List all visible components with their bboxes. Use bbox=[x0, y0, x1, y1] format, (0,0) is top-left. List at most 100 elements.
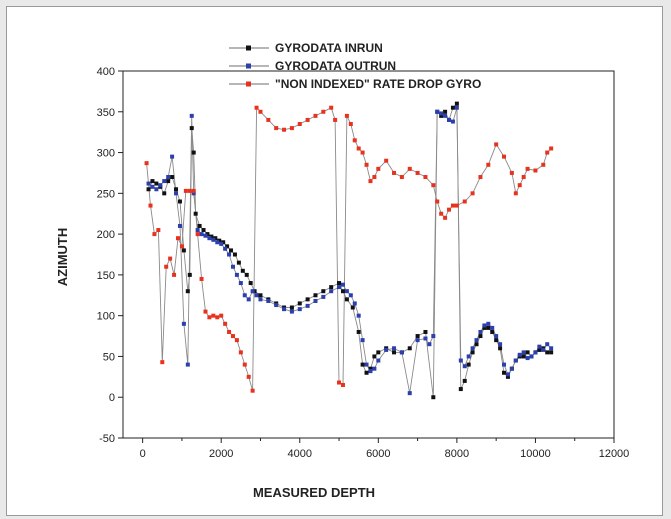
data-point bbox=[521, 175, 526, 180]
data-point bbox=[242, 362, 247, 367]
data-point bbox=[170, 175, 175, 180]
data-point bbox=[246, 297, 251, 302]
data-point bbox=[340, 282, 345, 287]
data-point bbox=[450, 105, 455, 110]
data-point bbox=[356, 313, 361, 318]
y-tick-label: 250 bbox=[97, 188, 115, 200]
data-point bbox=[458, 358, 463, 363]
data-point bbox=[340, 382, 345, 387]
y-axis-title: AZIMUTH bbox=[55, 228, 70, 287]
data-point bbox=[199, 276, 204, 281]
data-point bbox=[407, 166, 412, 171]
data-point bbox=[162, 191, 167, 196]
data-point bbox=[289, 305, 294, 310]
data-point bbox=[329, 289, 334, 294]
data-point bbox=[376, 350, 381, 355]
series-line-0 bbox=[148, 102, 552, 398]
data-point bbox=[439, 211, 444, 216]
data-point bbox=[490, 329, 495, 334]
data-point bbox=[329, 105, 334, 110]
data-point bbox=[250, 289, 255, 294]
data-point bbox=[462, 378, 467, 383]
data-point bbox=[549, 350, 554, 355]
data-point bbox=[447, 117, 452, 122]
data-point bbox=[162, 179, 167, 184]
data-point bbox=[289, 126, 294, 131]
data-point bbox=[148, 203, 153, 208]
data-point bbox=[384, 158, 389, 163]
data-point bbox=[486, 162, 491, 167]
legend-label: "NON INDEXED" RATE DROP GYRO bbox=[275, 77, 481, 91]
data-point bbox=[238, 350, 243, 355]
data-point bbox=[423, 175, 428, 180]
data-point bbox=[179, 244, 184, 249]
data-point bbox=[360, 362, 365, 367]
data-point bbox=[372, 366, 377, 371]
data-point bbox=[372, 354, 377, 359]
x-axis-title: MEASURED DEPTH bbox=[253, 485, 375, 500]
data-point bbox=[364, 362, 369, 367]
y-tick-label: 300 bbox=[97, 148, 115, 160]
data-point bbox=[175, 236, 180, 241]
data-point bbox=[195, 228, 200, 233]
data-point bbox=[242, 293, 247, 298]
data-point bbox=[525, 356, 530, 361]
data-point bbox=[297, 307, 302, 312]
legend-marker bbox=[246, 63, 251, 69]
data-point bbox=[368, 369, 373, 374]
data-point bbox=[181, 321, 186, 326]
data-point bbox=[201, 228, 206, 233]
data-point bbox=[174, 191, 179, 196]
data-point bbox=[454, 101, 459, 106]
data-point bbox=[545, 150, 550, 155]
data-point bbox=[435, 199, 440, 204]
data-point bbox=[415, 338, 420, 343]
data-point bbox=[415, 170, 420, 175]
data-point bbox=[490, 325, 495, 330]
data-point bbox=[203, 233, 208, 238]
data-point bbox=[344, 113, 349, 118]
data-point bbox=[533, 168, 538, 173]
data-point bbox=[236, 260, 241, 265]
data-point bbox=[486, 321, 491, 326]
data-point bbox=[454, 105, 459, 110]
data-point bbox=[158, 183, 163, 188]
data-point bbox=[513, 191, 518, 196]
data-point bbox=[266, 298, 271, 303]
data-point bbox=[509, 170, 514, 175]
data-point bbox=[466, 362, 471, 367]
data-point bbox=[258, 293, 263, 298]
data-point bbox=[482, 323, 487, 328]
data-point bbox=[229, 248, 234, 253]
data-point bbox=[248, 281, 253, 286]
data-point bbox=[282, 307, 287, 312]
data-point bbox=[321, 289, 326, 294]
series-line-1 bbox=[148, 107, 552, 394]
data-point bbox=[470, 350, 475, 355]
data-point bbox=[431, 183, 436, 188]
data-point bbox=[274, 126, 279, 131]
data-point bbox=[150, 184, 155, 189]
data-point bbox=[498, 342, 503, 347]
data-point bbox=[166, 179, 171, 184]
y-tick-label: 200 bbox=[97, 229, 115, 241]
data-point bbox=[168, 256, 173, 261]
data-point bbox=[223, 246, 228, 251]
data-point bbox=[474, 338, 479, 343]
data-point bbox=[364, 162, 369, 167]
data-point bbox=[227, 329, 232, 334]
data-point bbox=[244, 272, 249, 277]
y-tick-label: 150 bbox=[97, 270, 115, 282]
data-point bbox=[160, 360, 165, 365]
data-point bbox=[144, 161, 149, 166]
data-point bbox=[537, 344, 542, 349]
data-point bbox=[462, 364, 467, 369]
data-point bbox=[541, 162, 546, 167]
data-point bbox=[407, 391, 412, 396]
data-point bbox=[458, 387, 463, 392]
data-point bbox=[443, 109, 448, 114]
data-point bbox=[337, 281, 342, 286]
x-tick-label: 0 bbox=[140, 448, 146, 460]
data-point bbox=[376, 358, 381, 363]
data-point bbox=[407, 346, 412, 351]
